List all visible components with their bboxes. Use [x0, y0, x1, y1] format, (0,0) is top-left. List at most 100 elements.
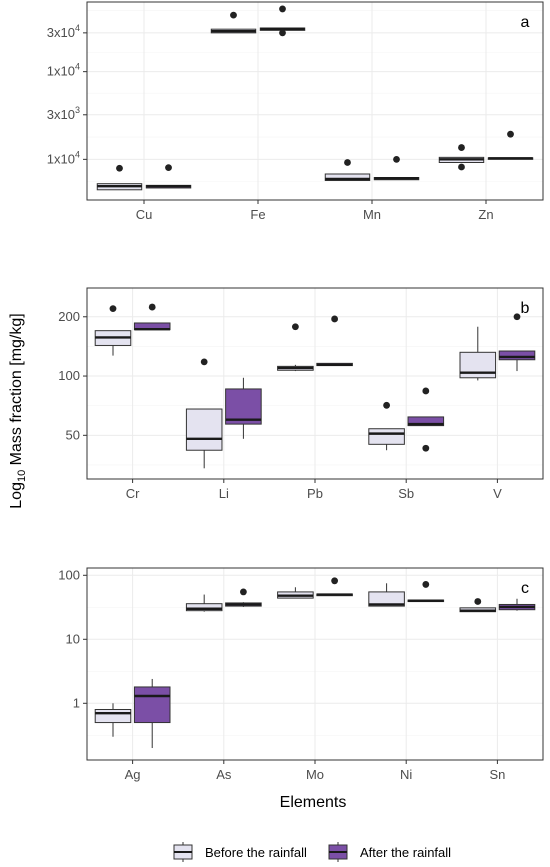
iqr-box	[133, 686, 171, 724]
iqr-box	[459, 351, 497, 379]
y-tick-label-base: 100	[58, 368, 80, 383]
panel-background	[87, 2, 543, 200]
iqr-box	[407, 416, 445, 427]
y-tick-label-exponent: 4	[75, 62, 80, 72]
outlier-point	[422, 581, 430, 588]
y-tick-label: 50	[66, 427, 80, 442]
box-after-sn	[498, 598, 536, 611]
box-before-v	[459, 326, 497, 381]
x-tick-label-pb: Pb	[307, 486, 323, 501]
box-before-pb	[277, 323, 314, 372]
outlier-point	[393, 155, 400, 163]
x-tick-label-cr: Cr	[126, 486, 140, 501]
box-after-sb	[407, 387, 445, 452]
box-after-li	[225, 377, 262, 439]
x-tick-label-zn: Zn	[478, 207, 493, 222]
box-before-cu	[96, 164, 143, 191]
outlier-point	[474, 598, 482, 605]
y-tick-label-base: 1x10	[47, 151, 75, 166]
x-tick-label-sb: Sb	[398, 486, 414, 501]
box-after-as	[225, 588, 262, 607]
y-tick-label-exponent: 3	[75, 105, 80, 115]
x-tick-label-as: As	[216, 767, 232, 782]
box-before-zn	[438, 144, 485, 171]
x-tick-label-ag: Ag	[125, 767, 141, 782]
box-before-sn	[459, 598, 497, 613]
box-before-sb	[368, 401, 405, 451]
y-tick-label: 10	[66, 631, 80, 646]
outlier-point	[230, 11, 237, 19]
iqr-box	[94, 708, 132, 724]
box-after-pb	[316, 315, 353, 367]
outlier-point	[513, 313, 521, 321]
y-tick-label-base: 50	[66, 427, 80, 442]
x-tick-label-fe: Fe	[250, 207, 265, 222]
box-after-fe	[259, 5, 306, 37]
box-after-v	[498, 313, 536, 372]
y-tick-label: 100	[58, 567, 80, 582]
y-tick-label: 1x104	[47, 149, 80, 166]
panel-border	[86, 567, 544, 761]
x-tick-label-mn: Mn	[363, 207, 381, 222]
outlier-point	[383, 401, 390, 409]
x-tick-label-sn: Sn	[489, 767, 505, 782]
outlier-point	[331, 577, 339, 585]
outlier-point	[116, 164, 123, 172]
box-after-cr	[133, 303, 171, 331]
y-tick-label: 200	[58, 309, 80, 324]
legend-item-after: After the rainfall	[328, 842, 451, 862]
outlier-point	[109, 305, 117, 313]
panel-b: 50 100 200 Cr Li Pb Sb Vb	[58, 287, 544, 501]
y-axis-title: Log10 Mass fraction [mg/kg]	[8, 313, 28, 508]
iqr-box	[225, 388, 262, 425]
box-after-ni	[407, 581, 445, 603]
box-before-ag	[94, 703, 132, 737]
y-tick-label: 100	[58, 368, 80, 383]
box-before-cr	[94, 305, 132, 356]
y-tick-label: 1	[73, 695, 80, 710]
outlier-point	[344, 159, 351, 166]
legend-label-after: After the rainfall	[360, 845, 451, 860]
box-before-li	[185, 358, 223, 469]
outlier-point	[331, 315, 339, 323]
y-tick-label-base: 3x10	[47, 25, 75, 40]
outlier-point	[279, 5, 286, 13]
x-tick-label-cu: Cu	[136, 207, 153, 222]
panel-c: 1 10 100 Ag As Mo Ni Sn c	[58, 567, 544, 782]
outlier-point	[458, 144, 465, 151]
box-before-mn	[324, 159, 371, 182]
legend-label-before: Before the rainfall	[205, 845, 307, 860]
box-before-ni	[368, 583, 405, 607]
iqr-box	[368, 591, 405, 607]
outlier-point	[422, 387, 430, 395]
outlier-point	[200, 358, 208, 366]
outlier-point	[165, 164, 172, 172]
iqr-box	[185, 603, 223, 612]
iqr-box	[185, 408, 223, 451]
x-tick-label-mo: Mo	[306, 767, 324, 782]
y-tick-label-exponent: 4	[75, 149, 80, 159]
panel-letter-a: a	[521, 14, 530, 31]
panel-letter-b: b	[521, 300, 530, 317]
y-tick-label-base: 1x10	[47, 64, 75, 79]
box-after-ag	[133, 678, 171, 749]
iqr-box	[368, 428, 405, 445]
x-tick-label-ni: Ni	[400, 767, 412, 782]
y-tick-label-base: 1	[73, 695, 80, 710]
x-tick-label-li: Li	[219, 486, 229, 501]
box-after-mn	[373, 155, 420, 181]
x-axis-title: Elements	[280, 794, 347, 811]
y-tick-label-base: 3x10	[47, 107, 75, 122]
box-after-cu	[145, 164, 192, 189]
panel-letter-c: c	[521, 580, 529, 597]
outlier-point	[240, 588, 247, 596]
box-before-fe	[210, 11, 257, 34]
y-tick-label-exponent: 4	[75, 23, 80, 33]
outlier-point	[458, 163, 465, 171]
outlier-point	[507, 130, 514, 138]
outlier-point	[422, 444, 430, 452]
y-tick-label: 3x103	[47, 105, 80, 122]
